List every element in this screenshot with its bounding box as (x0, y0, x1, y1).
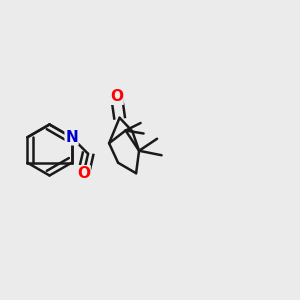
Text: O: O (77, 166, 90, 181)
Text: N: N (65, 130, 78, 145)
Text: O: O (110, 89, 123, 104)
